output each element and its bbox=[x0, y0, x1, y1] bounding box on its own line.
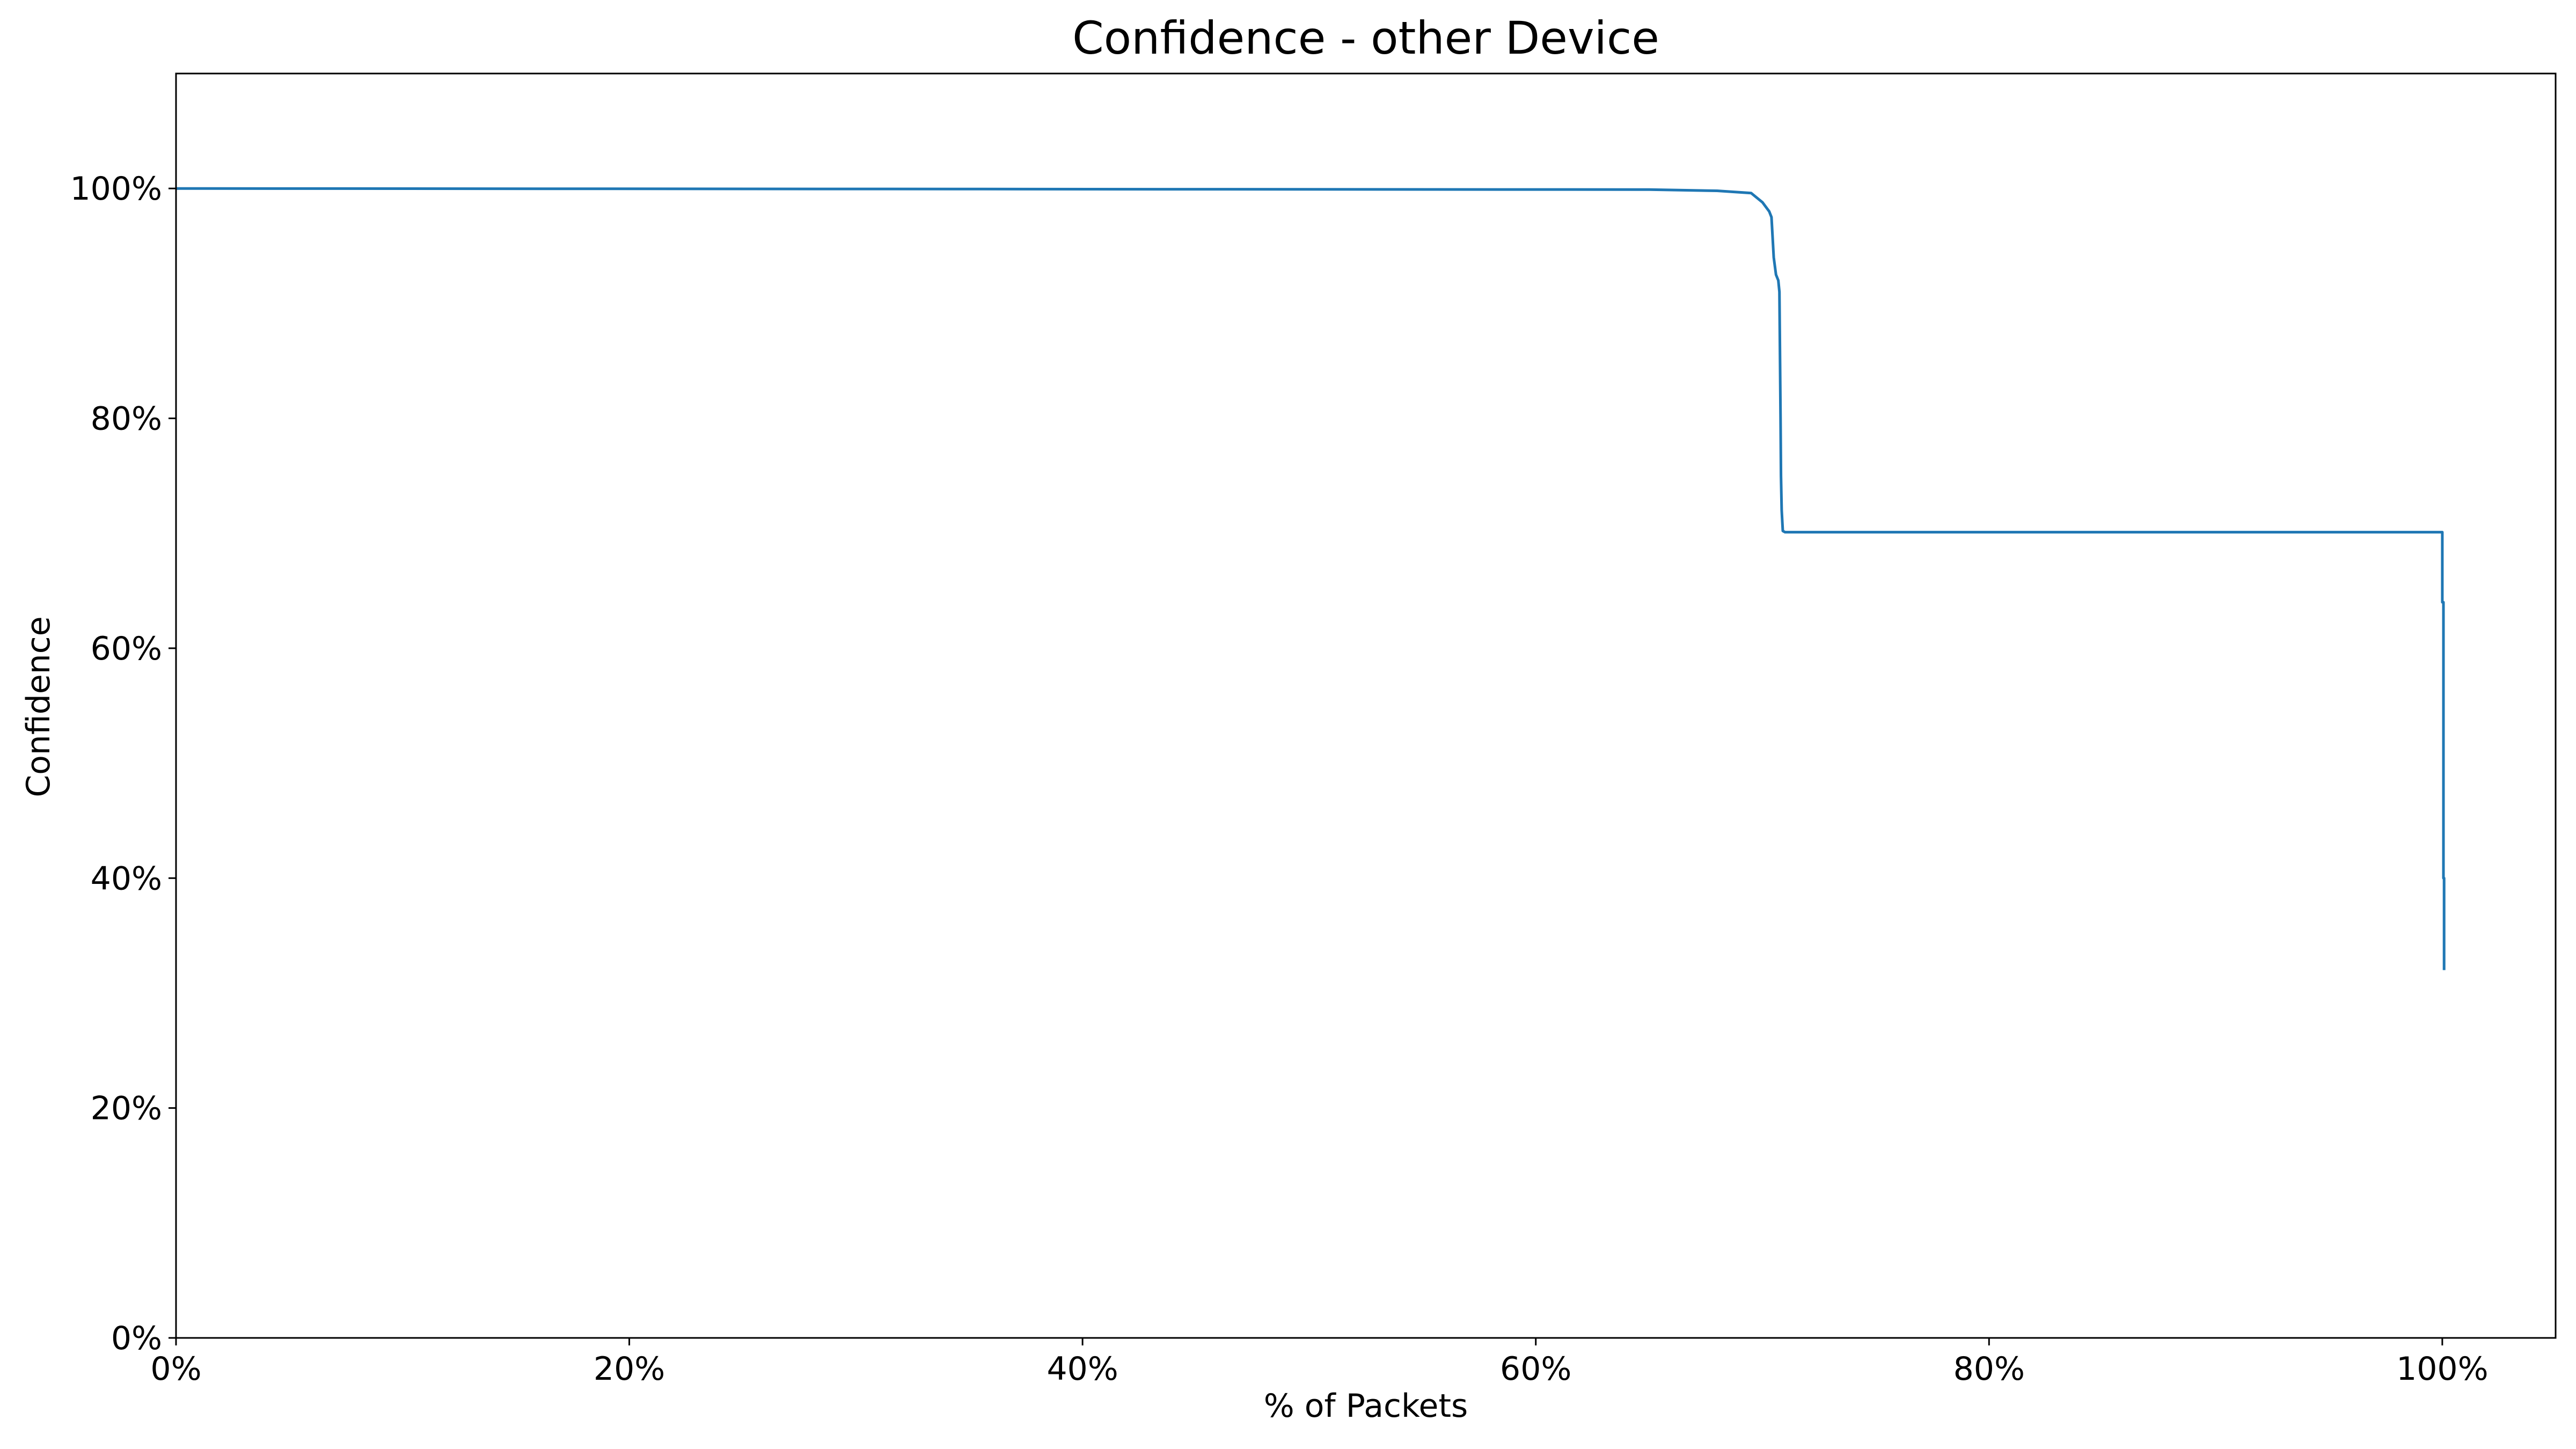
y-tick-label: 40% bbox=[91, 860, 162, 897]
y-tick-label: 100% bbox=[70, 170, 162, 208]
x-tick-label: 0% bbox=[150, 1350, 201, 1388]
chart-title: Confidence - other Device bbox=[1072, 12, 1659, 64]
y-axis-ticks: 0% 20% 40% 60% 80% 100% bbox=[70, 170, 176, 1357]
y-tick-label: 0% bbox=[111, 1320, 162, 1357]
y-tick-label: 20% bbox=[91, 1090, 162, 1128]
x-tick-label: 100% bbox=[2396, 1350, 2489, 1388]
x-tick-label: 60% bbox=[1500, 1350, 1571, 1388]
y-tick-label: 80% bbox=[91, 400, 162, 438]
x-axis-ticks: 0% 20% 40% 60% 80% 100% bbox=[150, 1338, 2489, 1388]
x-tick-label: 20% bbox=[594, 1350, 665, 1388]
y-axis-label: Confidence bbox=[20, 616, 57, 797]
x-tick-label: 80% bbox=[1953, 1350, 2025, 1388]
confidence-series-line bbox=[175, 187, 2446, 970]
x-tick-label: 40% bbox=[1046, 1350, 1118, 1388]
plot-frame bbox=[175, 72, 2557, 1339]
x-axis-label: % of Packets bbox=[1264, 1387, 1468, 1425]
y-tick-label: 60% bbox=[91, 630, 162, 668]
